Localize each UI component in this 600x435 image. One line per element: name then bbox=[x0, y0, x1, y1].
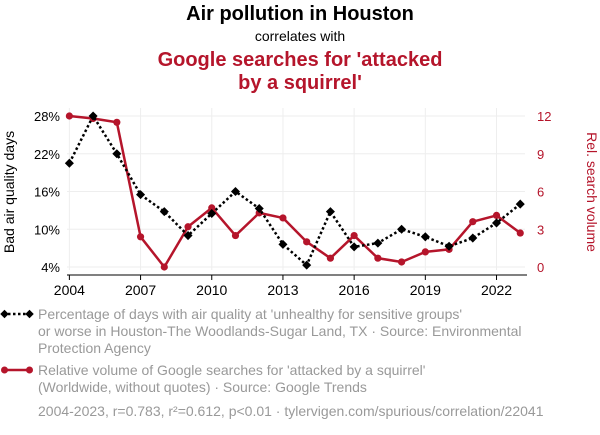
x-tick-label: 2019 bbox=[410, 282, 441, 298]
search-volume-point bbox=[208, 204, 216, 212]
air-quality-point bbox=[420, 232, 430, 242]
legend-text-search-volume-line-1: Relative volume of Google searches for '… bbox=[38, 362, 425, 378]
air-quality-point bbox=[444, 241, 454, 251]
search-volume-point bbox=[326, 254, 335, 262]
search-volume-point bbox=[516, 229, 524, 237]
legend: Percentage of days with air quality at '… bbox=[0, 306, 522, 395]
y-tick-label-right: 9 bbox=[537, 147, 544, 162]
air-quality-point bbox=[88, 111, 98, 121]
search-volume-point bbox=[421, 248, 429, 256]
chart-title-2-line-2: by a squirrel' bbox=[238, 72, 362, 94]
legend-key-search-volume bbox=[1, 366, 33, 374]
x-tick-label: 2010 bbox=[196, 282, 227, 298]
chart-subtitle: correlates with bbox=[255, 28, 345, 44]
search-volume-point bbox=[469, 218, 477, 226]
chart-title: Air pollution in Houston bbox=[186, 3, 414, 25]
y-tick-label-left: 4% bbox=[41, 260, 60, 275]
search-volume-point bbox=[398, 258, 406, 266]
y-tick-label-right: 0 bbox=[537, 260, 544, 275]
search-volume-point bbox=[184, 223, 192, 231]
air-quality-point bbox=[397, 224, 407, 234]
x-tick-label: 2007 bbox=[125, 282, 156, 298]
legend-key-air-quality bbox=[0, 309, 34, 319]
y-tick-label-right: 12 bbox=[537, 109, 551, 124]
air-quality-point bbox=[159, 207, 169, 217]
y-tick-label-left: 28% bbox=[34, 109, 60, 124]
y-axis-left-title: Bad air quality days bbox=[1, 131, 17, 253]
air-quality-point bbox=[349, 242, 359, 252]
chart-title-2-line-1: Google searches for 'attacked bbox=[158, 49, 443, 71]
air-quality-point bbox=[64, 158, 74, 168]
air-quality-point bbox=[207, 208, 217, 219]
grid-lines bbox=[67, 108, 525, 270]
search-volume-point bbox=[303, 238, 311, 246]
air-quality-point bbox=[230, 186, 241, 197]
search-volume-line bbox=[69, 114, 521, 269]
footer-stats: 2004-2023, r=0.783, r²=0.612, p<0.01 · t… bbox=[38, 403, 544, 419]
search-volume-point bbox=[350, 231, 358, 240]
x-tick-label: 2016 bbox=[339, 282, 370, 298]
air-quality-point bbox=[468, 233, 478, 243]
x-axis: 2004 2007 2010 2013 2016 2019 2022 bbox=[54, 274, 527, 298]
air-quality-point bbox=[515, 199, 525, 209]
search-volume-point bbox=[279, 214, 287, 222]
x-tick-label: 2013 bbox=[267, 282, 298, 298]
x-tick-label: 2004 bbox=[54, 282, 85, 298]
y-tick-label-right: 3 bbox=[537, 222, 544, 237]
legend-text-air-quality-line-3: Protection Agency bbox=[38, 340, 151, 356]
y-axis-right: 0 3 6 9 12 bbox=[537, 109, 551, 275]
air-quality-line bbox=[68, 113, 522, 268]
y-axis-right-title: Rel. search volume bbox=[584, 132, 600, 252]
legend-text-search-volume-line-2: (Worldwide, without quotes) · Source: Go… bbox=[38, 379, 367, 395]
series-air-quality bbox=[64, 111, 525, 270]
y-tick-label-left: 22% bbox=[34, 147, 60, 162]
y-tick-label-left: 16% bbox=[34, 185, 60, 200]
search-volume-point bbox=[374, 254, 382, 262]
legend-text-air-quality-line-1: Percentage of days with air quality at '… bbox=[38, 306, 462, 322]
search-volume-point bbox=[65, 112, 73, 120]
y-tick-label-left: 10% bbox=[34, 222, 60, 237]
search-volume-point bbox=[231, 231, 240, 240]
legend-text-air-quality-line-2: or worse in Houston-The Woodlands-Sugar … bbox=[38, 323, 522, 339]
y-axis-left: 4% 10% 16% 22% 28% bbox=[34, 109, 60, 275]
search-volume-point bbox=[160, 263, 168, 271]
air-quality-point bbox=[325, 207, 335, 217]
air-quality-point bbox=[278, 239, 288, 249]
air-quality-point bbox=[112, 149, 122, 159]
y-tick-label-right: 6 bbox=[537, 185, 544, 200]
search-volume-point bbox=[113, 118, 121, 126]
air-quality-point bbox=[373, 238, 383, 248]
search-volume-point bbox=[136, 233, 145, 241]
search-volume-point bbox=[492, 211, 501, 220]
x-tick-label: 2022 bbox=[481, 282, 512, 298]
